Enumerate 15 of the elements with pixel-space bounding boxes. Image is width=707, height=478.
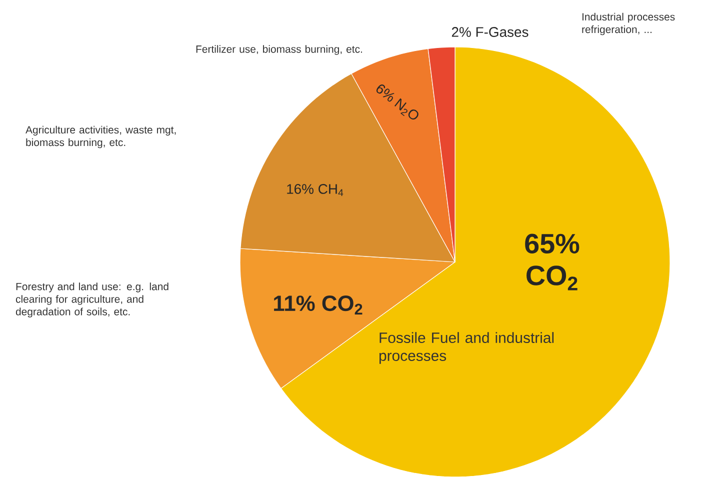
slice-label: F-Gases xyxy=(476,27,528,37)
text: Industrial processes refrigeration, ... xyxy=(582,12,675,36)
slice-label: CO$_{2}$ xyxy=(322,296,362,314)
slice-label: N$_{2}$O xyxy=(394,98,418,120)
slice-label: CH$_{4}$ xyxy=(318,184,344,196)
slice-label: CO$_{2}$ xyxy=(526,266,578,290)
data-label: 11% xyxy=(274,296,315,312)
text: Agriculture activities, waste mgt, biomass burning, etc. xyxy=(26,126,176,148)
data-label: 2% xyxy=(452,27,471,37)
data-label: 6% xyxy=(376,84,394,102)
text: Fertilizer use, biomass burning, etc. xyxy=(196,45,362,55)
data-label: 16% xyxy=(287,184,314,194)
text: Forestry and land use: e.g. land clearing for agriculture, and degradation of soils, etc. xyxy=(16,282,168,318)
data-label: 65% xyxy=(525,234,580,254)
text: Fossile Fuel and industrial processes xyxy=(379,332,554,364)
